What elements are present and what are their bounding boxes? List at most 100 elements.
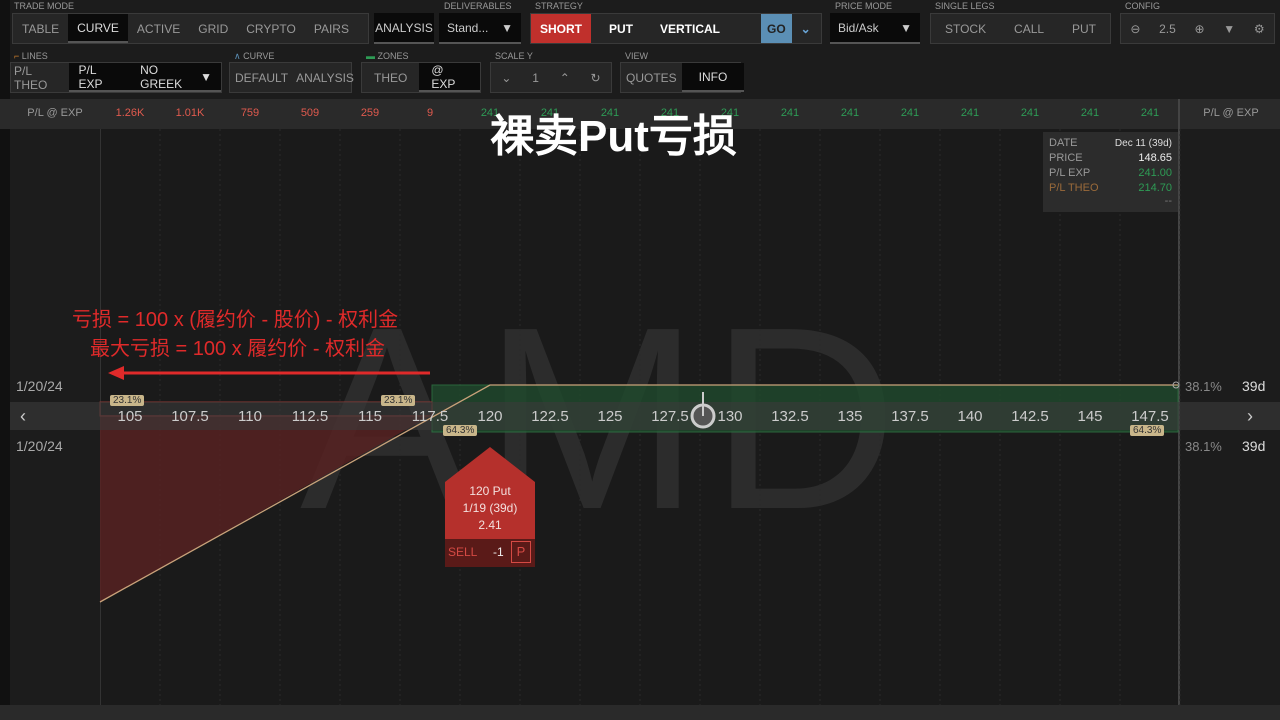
quotes-button[interactable]: QUOTES — [626, 70, 677, 85]
caret-down-icon: ▼ — [501, 20, 513, 35]
info-pltheo-label: P/L THEO — [1049, 182, 1099, 194]
strike-label[interactable]: 105 — [117, 408, 143, 425]
tab-active[interactable]: ACTIVE — [136, 21, 181, 36]
strike-label[interactable]: 117.5 — [411, 408, 449, 425]
tab-pairs[interactable]: PAIRS — [313, 21, 349, 36]
strike-label[interactable]: 145 — [1077, 408, 1103, 425]
strike-label[interactable]: 125 — [597, 408, 623, 425]
reset-icon[interactable]: ↻ — [590, 70, 601, 85]
annotation-line-1: 亏损 = 100 x (履约价 - 股价) - 权利金 — [72, 309, 399, 331]
info-date: Dec 11 (39d) — [1114, 138, 1172, 149]
pl-value-cell: 241 — [840, 107, 860, 119]
strike-label[interactable]: 135 — [837, 408, 863, 425]
scale-up-icon[interactable]: ⌃ — [559, 70, 570, 85]
lines-icon: ⌐ — [14, 51, 22, 61]
tab-table[interactable]: TABLE — [22, 21, 60, 36]
price-mode-value: Bid/Ask — [838, 20, 879, 35]
order-action[interactable]: SELL — [448, 545, 478, 559]
pl-exp-button[interactable]: P/L EXP — [69, 63, 132, 92]
strike-band — [10, 402, 1280, 430]
zones-group: THEO @ EXP — [361, 62, 481, 93]
lines-group: P/L THEO P/L EXP NO GREEK ▼ — [10, 62, 222, 93]
pl-value-cell: 241 — [960, 107, 980, 119]
go-button[interactable]: GO — [761, 14, 792, 43]
info-price-label: PRICE — [1049, 152, 1083, 164]
pl-value-cell: 241 — [1020, 107, 1040, 119]
tab-curve[interactable]: CURVE — [68, 14, 128, 43]
order-qty[interactable]: -1 — [493, 545, 504, 559]
analysis-curve-button[interactable]: ANALYSIS — [296, 70, 354, 85]
strike-label[interactable]: 120 — [477, 408, 503, 425]
config-group: ⊖ 2.5 ⊕ ▼ ⚙ — [1120, 13, 1275, 44]
prob-bottom: 38.1% — [1185, 439, 1222, 454]
exp-zone-button[interactable]: @ EXP — [419, 63, 480, 92]
curve-label: ∧ CURVE — [234, 51, 274, 62]
strike-label[interactable]: 107.5 — [171, 408, 209, 425]
filter-icon[interactable]: ▼ — [1223, 21, 1236, 36]
scroll-left-icon[interactable]: ‹ — [20, 406, 26, 426]
short-button[interactable]: SHORT — [531, 14, 591, 43]
strike-label[interactable]: 140 — [957, 408, 983, 425]
theo-zone-button[interactable]: THEO — [374, 70, 408, 85]
pl-value-cell: 241 — [720, 107, 740, 119]
prob-tag-loss-left: 23.1% — [110, 395, 145, 406]
pl-theo-button[interactable]: P/L THEO — [14, 63, 48, 92]
order-type[interactable]: P — [511, 541, 531, 563]
tab-grid[interactable]: GRID — [198, 21, 229, 36]
pl-header-row: P/L @ EXP P/L @ EXP — [0, 99, 1280, 129]
prob-tag-profit-left: 64.3% — [443, 425, 478, 436]
prob-tag-profit-right: 64.3% — [1130, 425, 1165, 436]
zoom-in-icon[interactable]: ⊕ — [1194, 21, 1205, 36]
deliverables-label: DELIVERABLES — [444, 1, 512, 11]
strike-label[interactable]: 110 — [238, 408, 262, 425]
scale-down-icon[interactable]: ⌄ — [501, 70, 512, 85]
strategy-group: SHORT PUT VERTICAL GO ⌄ — [530, 13, 822, 44]
default-button[interactable]: DEFAULT — [235, 70, 289, 85]
strike-label[interactable]: 130 — [717, 408, 743, 425]
greek-value: NO GREEK — [140, 62, 183, 91]
order-ticket[interactable]: 120 Put 1/19 (39d) 2.41 SELL -1 P — [445, 447, 535, 567]
zones-icon: ▬ — [366, 51, 378, 61]
strike-label[interactable]: 122.5 — [531, 408, 569, 425]
trade-mode-group: TABLE CURVE ACTIVE GRID CRYPTO PAIRS — [12, 13, 369, 44]
vertical-button[interactable]: VERTICAL — [660, 21, 720, 36]
tab-crypto[interactable]: CRYPTO — [246, 21, 296, 36]
strike-label[interactable]: 142.5 — [1011, 408, 1049, 425]
curve-icon: ∧ — [234, 51, 244, 61]
strike-label[interactable]: 127.5 — [651, 408, 689, 425]
gear-icon[interactable]: ⚙ — [1253, 21, 1265, 36]
date-bottom: 1/20/24 — [16, 438, 63, 454]
scroll-right-icon[interactable]: › — [1247, 406, 1253, 426]
put-leg-button[interactable]: PUT — [1072, 21, 1096, 36]
strike-label[interactable]: 115 — [358, 408, 382, 425]
days-bottom: 39d — [1242, 438, 1266, 454]
pl-value-cell: 241 — [600, 107, 620, 119]
strike-label[interactable]: 132.5 — [771, 408, 809, 425]
strike-label[interactable]: 147.5 — [1131, 408, 1169, 425]
greek-dropdown[interactable]: NO GREEK ▼ — [131, 63, 221, 92]
info-button[interactable]: INFO — [681, 63, 745, 92]
lines-label: ⌐ LINES — [14, 51, 48, 61]
scale-value: 1 — [532, 70, 539, 85]
zoom-out-icon[interactable]: ⊖ — [1130, 21, 1141, 36]
analysis-button[interactable]: ANALYSIS — [374, 13, 434, 44]
info-plexp: 241.00 — [1138, 167, 1172, 179]
pl-value-cell: 9 — [426, 107, 434, 119]
deliverables-value: Stand... — [447, 20, 489, 35]
horizontal-scrollbar[interactable] — [0, 705, 1280, 720]
chevron-down-icon[interactable]: ⌄ — [800, 21, 811, 36]
price-mode-dropdown[interactable]: Bid/Ask ▼ — [830, 13, 920, 44]
price-mode-label: PRICE MODE — [835, 1, 893, 11]
strike-label[interactable]: 137.5 — [891, 408, 929, 425]
call-leg-button[interactable]: CALL — [1014, 21, 1045, 36]
trade-mode-label: TRADE MODE — [14, 1, 75, 11]
deliverables-dropdown[interactable]: Stand... ▼ — [439, 13, 521, 44]
order-title: 120 Put — [469, 484, 511, 498]
stock-leg-button[interactable]: STOCK — [944, 21, 987, 36]
title-overlay: 裸卖Put亏损 — [490, 112, 737, 161]
put-button[interactable]: PUT — [609, 21, 633, 36]
info-box: DATE Dec 11 (39d) PRICE 148.65 P/L EXP 241.… — [1043, 132, 1178, 212]
strike-label[interactable]: 112.5 — [291, 408, 329, 425]
pl-row-label: P/L @ EXP — [27, 107, 83, 119]
